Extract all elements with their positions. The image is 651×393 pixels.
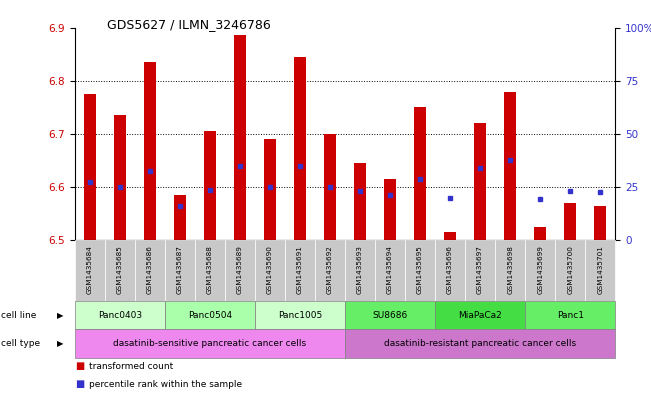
Text: percentile rank within the sample: percentile rank within the sample [89,380,242,389]
Bar [84,94,96,240]
Text: GSM1435697: GSM1435697 [477,245,483,294]
Text: GSM1435694: GSM1435694 [387,245,393,294]
Text: GSM1435701: GSM1435701 [597,245,603,294]
Text: ▶: ▶ [57,311,63,320]
Text: transformed count: transformed count [89,362,173,371]
Bar [564,203,576,240]
Bar [324,134,336,240]
Text: dasatinib-sensitive pancreatic cancer cells: dasatinib-sensitive pancreatic cancer ce… [113,339,307,348]
Bar [234,35,246,240]
Text: GSM1435684: GSM1435684 [87,245,93,294]
Text: GSM1435689: GSM1435689 [237,245,243,294]
Text: GDS5627 / ILMN_3246786: GDS5627 / ILMN_3246786 [107,18,271,31]
Bar [114,115,126,240]
Text: GSM1435699: GSM1435699 [537,245,543,294]
Text: GSM1435690: GSM1435690 [267,245,273,294]
Text: SU8686: SU8686 [372,311,408,320]
Bar [294,57,306,240]
Text: cell line: cell line [1,311,36,320]
Text: GSM1435698: GSM1435698 [507,245,513,294]
Bar [174,195,186,240]
Bar [594,206,606,240]
Text: GSM1435696: GSM1435696 [447,245,453,294]
Bar [354,163,366,240]
Bar [474,123,486,240]
Text: GSM1435695: GSM1435695 [417,245,423,294]
Text: Panc0403: Panc0403 [98,311,142,320]
Text: GSM1435700: GSM1435700 [567,245,573,294]
Bar [444,232,456,240]
Bar [384,179,396,240]
Text: ■: ■ [75,379,84,389]
Text: GSM1435688: GSM1435688 [207,245,213,294]
Bar [504,92,516,240]
Bar [264,139,276,240]
Text: ▶: ▶ [57,339,63,348]
Text: GSM1435685: GSM1435685 [117,245,123,294]
Text: GSM1435686: GSM1435686 [147,245,153,294]
Bar [204,131,216,240]
Bar [534,227,546,240]
Text: Panc1005: Panc1005 [278,311,322,320]
Text: dasatinib-resistant pancreatic cancer cells: dasatinib-resistant pancreatic cancer ce… [384,339,576,348]
Text: ■: ■ [75,362,84,371]
Text: MiaPaCa2: MiaPaCa2 [458,311,502,320]
Text: cell type: cell type [1,339,40,348]
Text: Panc0504: Panc0504 [188,311,232,320]
Text: GSM1435691: GSM1435691 [297,245,303,294]
Text: GSM1435693: GSM1435693 [357,245,363,294]
Text: Panc1: Panc1 [557,311,584,320]
Bar [144,62,156,240]
Text: GSM1435692: GSM1435692 [327,245,333,294]
Text: GSM1435687: GSM1435687 [177,245,183,294]
Bar [414,107,426,240]
